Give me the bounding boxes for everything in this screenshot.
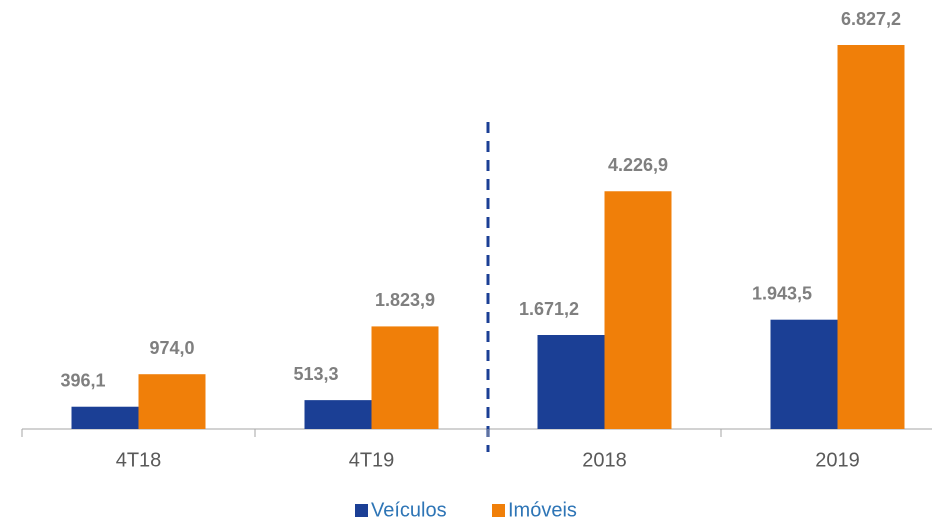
value-label: 6.827,2: [841, 9, 901, 29]
bar: [71, 406, 139, 429]
x-tick-label: 4T18: [116, 449, 162, 471]
x-tick-label: 2019: [815, 449, 860, 471]
value-label: 396,1: [60, 370, 105, 390]
bar: [837, 45, 905, 429]
value-label: 1.943,5: [752, 283, 812, 303]
legend-label: Imóveis: [508, 499, 577, 521]
value-label: 974,0: [149, 338, 194, 358]
legend-swatch: [355, 504, 368, 517]
bar: [770, 319, 838, 429]
bar: [537, 335, 605, 429]
value-label: 1.671,2: [519, 299, 579, 319]
x-tick-label: 4T19: [349, 449, 395, 471]
value-label: 1.823,9: [375, 290, 435, 310]
x-tick-label: 2018: [582, 449, 627, 471]
legend-swatch: [492, 504, 505, 517]
value-label: 4.226,9: [608, 155, 668, 175]
legend-label: Veículos: [371, 499, 447, 521]
bar: [371, 326, 439, 429]
bar: [138, 374, 206, 429]
bar: [604, 191, 672, 429]
value-label: 513,3: [293, 364, 338, 384]
bar: [304, 400, 372, 429]
